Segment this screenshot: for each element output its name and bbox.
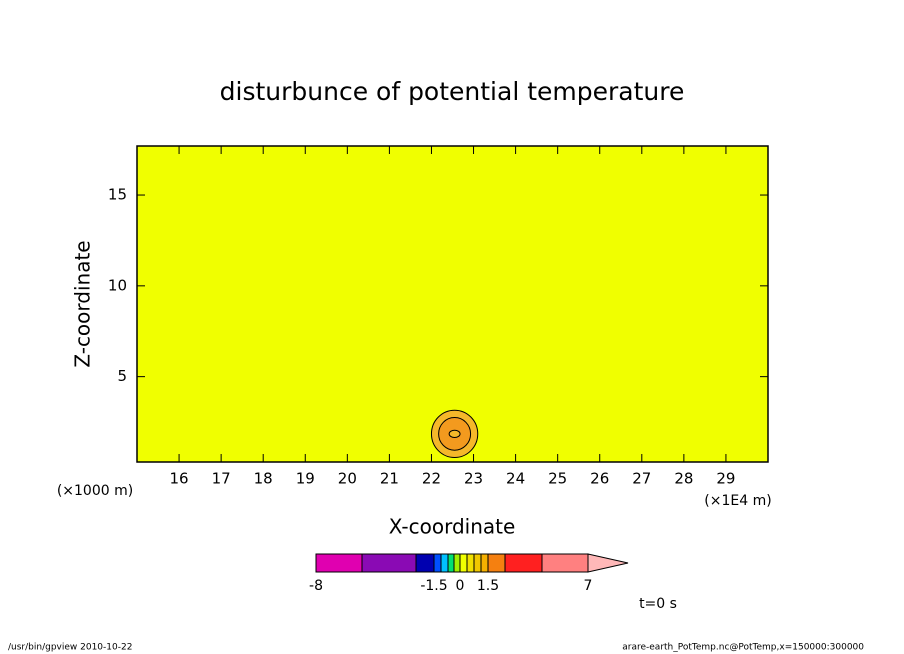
x-tick-label: 28 bbox=[674, 470, 693, 488]
colorbar-segment bbox=[541, 553, 589, 573]
y-unit-label: (×1000 m) bbox=[57, 483, 133, 499]
colorbar-segment bbox=[447, 553, 455, 573]
colorbar-segment bbox=[433, 553, 442, 573]
colorbar-segment bbox=[473, 553, 482, 573]
colorbar-segment bbox=[504, 553, 543, 573]
y-axis-label: Z-coordinate bbox=[71, 240, 95, 367]
colorbar-segment bbox=[361, 553, 417, 573]
x-tick-label: 21 bbox=[380, 470, 399, 488]
colorbar-tick-label: 7 bbox=[584, 578, 593, 594]
colorbar-segment bbox=[487, 553, 506, 573]
footer-right: arare-earth_PotTemp.nc@PotTemp,x=150000:… bbox=[622, 643, 864, 653]
x-tick-label: 18 bbox=[254, 470, 273, 488]
colorbar-segment bbox=[315, 553, 363, 573]
x-tick-label: 20 bbox=[338, 470, 357, 488]
footer-left: /usr/bin/gpview 2010-10-22 bbox=[8, 643, 132, 653]
colorbar-segment bbox=[453, 553, 461, 573]
x-tick-label: 23 bbox=[464, 470, 483, 488]
contour bbox=[448, 429, 461, 438]
x-tick-label: 26 bbox=[590, 470, 609, 488]
x-axis-label: X-coordinate bbox=[389, 515, 516, 539]
y-tick-label: 15 bbox=[108, 186, 127, 204]
colorbar-segment bbox=[459, 553, 468, 573]
x-tick-label: 22 bbox=[422, 470, 441, 488]
colorbar-tick-label: -8 bbox=[309, 578, 323, 594]
colorbar-segment bbox=[415, 553, 435, 573]
chart-title: disturbunce of potential temperature bbox=[220, 77, 685, 106]
colorbar-segment bbox=[480, 553, 489, 573]
colorbar-segment bbox=[440, 553, 449, 573]
x-unit-label: (×1E4 m) bbox=[704, 493, 771, 509]
x-tick-label: 27 bbox=[632, 470, 651, 488]
x-tick-label: 29 bbox=[716, 470, 735, 488]
plot-frame bbox=[136, 145, 769, 463]
colorbar-tick-label: -1.5 bbox=[420, 578, 447, 594]
colorbar-tick-label: 1.5 bbox=[477, 578, 499, 594]
colorbar-tick-label: 0 bbox=[456, 578, 465, 594]
x-tick-label: 17 bbox=[212, 470, 231, 488]
plot-background bbox=[137, 146, 768, 462]
y-tick-label: 5 bbox=[117, 367, 127, 385]
colorbar-extend bbox=[587, 553, 629, 573]
time-label: t=0 s bbox=[639, 596, 677, 612]
x-tick-label: 24 bbox=[506, 470, 525, 488]
colorbar-segment bbox=[466, 553, 475, 573]
x-tick-label: 19 bbox=[296, 470, 315, 488]
x-tick-label: 16 bbox=[170, 470, 189, 488]
y-tick-label: 10 bbox=[108, 276, 127, 294]
x-tick-label: 25 bbox=[548, 470, 567, 488]
